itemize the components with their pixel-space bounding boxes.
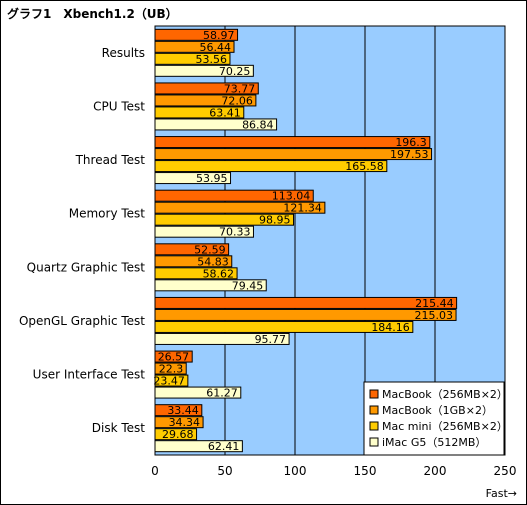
bar bbox=[154, 148, 433, 161]
bar bbox=[154, 320, 414, 333]
data-label: 53.56 bbox=[195, 53, 227, 66]
category-label: Disk Test bbox=[92, 421, 146, 435]
data-label: 52.59 bbox=[194, 243, 226, 256]
legend-label: MacBook（1GB×2） bbox=[382, 404, 493, 417]
data-label: 23.47 bbox=[153, 375, 185, 388]
data-label: 95.77 bbox=[255, 333, 287, 346]
category-label: OpenGL Graphic Test bbox=[19, 314, 145, 328]
data-label: 197.53 bbox=[390, 148, 429, 161]
bar bbox=[154, 404, 203, 417]
data-label: 56.44 bbox=[200, 41, 232, 54]
legend bbox=[363, 381, 505, 456]
data-label: 184.16 bbox=[371, 321, 410, 334]
data-label: 22.3 bbox=[159, 363, 184, 376]
bar bbox=[154, 440, 243, 453]
data-label: 53.95 bbox=[196, 172, 228, 185]
legend-swatch bbox=[369, 405, 379, 415]
data-label: 165.58 bbox=[345, 160, 384, 173]
bar bbox=[154, 94, 257, 107]
bar bbox=[154, 136, 431, 149]
data-label: 121.34 bbox=[283, 202, 322, 215]
bar bbox=[154, 416, 204, 429]
legend-label: Mac mini（256MB×2） bbox=[382, 420, 508, 433]
bar bbox=[154, 28, 239, 41]
data-label: 73.77 bbox=[224, 82, 256, 95]
data-label: 113.04 bbox=[272, 190, 311, 203]
data-label: 215.03 bbox=[415, 309, 454, 322]
category-label: Memory Test bbox=[69, 207, 146, 221]
data-label: 26.57 bbox=[158, 351, 190, 364]
x-axis-label: Fast→ bbox=[486, 487, 517, 500]
bar bbox=[154, 243, 230, 256]
bar bbox=[154, 267, 238, 280]
x-tick-label: 50 bbox=[217, 464, 232, 478]
data-label: 29.68 bbox=[162, 428, 194, 441]
bar bbox=[154, 362, 187, 375]
bar bbox=[154, 189, 314, 202]
data-label: 54.83 bbox=[197, 255, 229, 268]
bar bbox=[154, 374, 189, 387]
bar bbox=[154, 52, 231, 65]
legend-swatch bbox=[369, 421, 379, 431]
bar bbox=[154, 296, 458, 309]
bar bbox=[154, 160, 388, 173]
chart-title: グラフ1 Xbench1.2（UB） bbox=[7, 7, 178, 21]
data-label: 70.33 bbox=[219, 226, 251, 239]
bar bbox=[154, 225, 254, 238]
bar bbox=[154, 350, 193, 363]
legend-label: MacBook（256MB×2） bbox=[382, 388, 508, 401]
bar bbox=[154, 279, 267, 292]
x-tick-label: 0 bbox=[151, 464, 159, 478]
data-label: 79.45 bbox=[232, 279, 264, 292]
bar bbox=[154, 386, 242, 399]
data-label: 70.25 bbox=[219, 65, 251, 78]
bar bbox=[154, 40, 235, 53]
legend-label: iMac G5（512MB） bbox=[382, 436, 486, 449]
data-label: 61.27 bbox=[206, 387, 238, 400]
bar bbox=[154, 172, 232, 185]
bar bbox=[154, 118, 278, 131]
bar bbox=[154, 332, 290, 345]
data-label: 34.34 bbox=[169, 416, 201, 429]
category-label: Thread Test bbox=[75, 153, 146, 167]
data-label: 63.41 bbox=[209, 106, 241, 119]
x-tick-label: 200 bbox=[424, 464, 447, 478]
x-tick-label: 100 bbox=[284, 464, 307, 478]
data-label: 196.3 bbox=[395, 136, 427, 149]
bar bbox=[154, 213, 295, 226]
bar bbox=[154, 82, 259, 95]
legend-swatch bbox=[369, 437, 379, 447]
bar bbox=[154, 201, 326, 214]
legend-swatch bbox=[369, 389, 379, 399]
bar bbox=[154, 255, 233, 268]
x-tick-label: 250 bbox=[494, 464, 517, 478]
bar bbox=[154, 428, 198, 441]
data-label: 62.41 bbox=[208, 440, 240, 453]
data-label: 58.97 bbox=[203, 29, 235, 42]
category-label: CPU Test bbox=[93, 99, 145, 113]
data-label: 215.44 bbox=[415, 297, 454, 310]
category-label: Results bbox=[102, 46, 145, 60]
bar bbox=[154, 308, 457, 321]
data-label: 98.95 bbox=[259, 214, 291, 227]
bar bbox=[154, 106, 245, 119]
bar bbox=[154, 64, 254, 77]
category-label: User Interface Test bbox=[33, 368, 146, 382]
data-label: 72.06 bbox=[221, 94, 253, 107]
data-label: 86.84 bbox=[242, 118, 274, 131]
x-tick-label: 150 bbox=[354, 464, 377, 478]
data-label: 33.44 bbox=[167, 404, 199, 417]
category-label: Quartz Graphic Test bbox=[27, 260, 146, 274]
data-label: 58.62 bbox=[203, 267, 235, 280]
